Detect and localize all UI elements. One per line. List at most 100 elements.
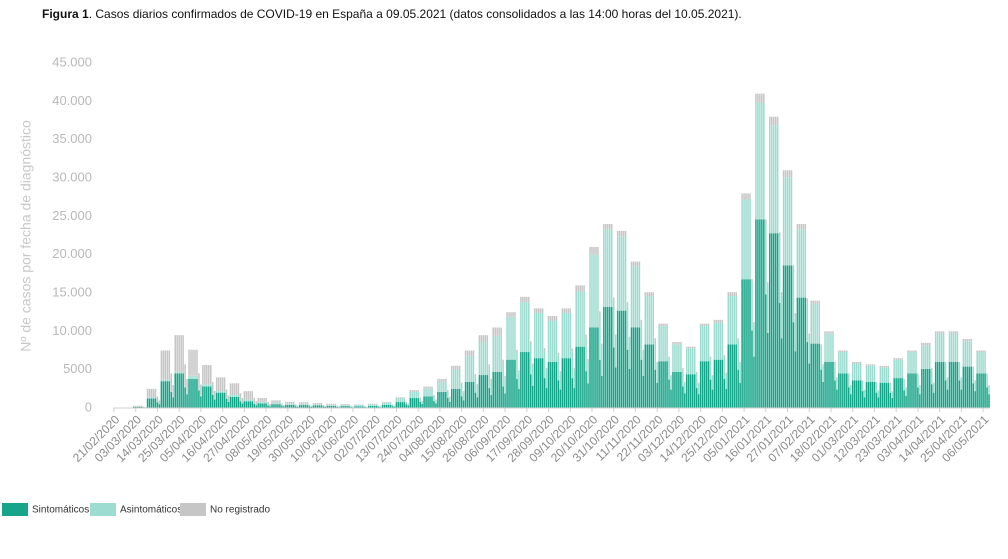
bar-segment	[411, 390, 414, 392]
bar-segment	[964, 366, 967, 408]
bar-segment	[447, 390, 449, 392]
bar-segment	[978, 352, 980, 374]
bar-segment	[498, 371, 500, 408]
bar-segment	[780, 338, 783, 408]
bar-segment	[765, 294, 767, 408]
bar-segment	[946, 389, 949, 408]
bar-segment	[885, 367, 888, 383]
bar-segment	[563, 312, 566, 359]
bar-segment	[419, 398, 421, 403]
bar-segment	[154, 388, 157, 398]
bar-segment	[670, 389, 672, 408]
y-tick-label: 15.000	[52, 284, 92, 299]
bar-segment	[571, 378, 574, 408]
bar-segment	[822, 381, 824, 408]
bar-segment	[188, 349, 190, 376]
bar-segment	[439, 381, 441, 392]
bar-segment	[304, 402, 307, 404]
bar-segment	[646, 344, 649, 408]
bar-segment	[255, 401, 257, 405]
bar-segment	[644, 296, 647, 345]
bar-segment	[526, 352, 528, 408]
bar-segment	[490, 394, 493, 408]
y-tick-label: 40.000	[52, 93, 92, 108]
bar-segment	[968, 366, 971, 408]
bar-segment	[697, 383, 700, 395]
bar-segment	[449, 401, 451, 408]
bar-segment	[535, 358, 538, 408]
bar-segment	[674, 371, 676, 408]
bar-segment	[695, 371, 698, 373]
bar-segment	[492, 327, 495, 336]
bar-segment	[427, 388, 429, 397]
bar-segment	[275, 404, 277, 408]
bar-segment	[202, 365, 204, 385]
bar-segment	[982, 350, 984, 353]
bar-segment	[723, 378, 726, 408]
bar-segment	[881, 367, 884, 383]
bar-segment	[893, 378, 895, 408]
bar-segment	[709, 356, 712, 359]
bar-segment	[208, 384, 210, 387]
bar-segment	[620, 310, 623, 408]
bar-segment	[559, 371, 562, 373]
bar-segment	[529, 341, 532, 345]
bar-segment	[859, 380, 862, 408]
bar-segment	[721, 322, 724, 360]
bar-segment	[350, 406, 352, 407]
bar-segment	[871, 364, 874, 366]
bar-segment	[419, 397, 421, 399]
bar-segment	[923, 368, 925, 408]
bar-segment	[897, 358, 899, 360]
bar-segment	[429, 386, 431, 389]
bar-segment	[875, 382, 878, 393]
bar-segment	[302, 403, 305, 406]
bar-segment	[526, 302, 528, 353]
bar-segment	[632, 266, 635, 328]
y-tick-label: 35.000	[52, 131, 92, 146]
bar-segment	[555, 362, 558, 408]
bar-segment	[603, 306, 605, 408]
bar-segment	[302, 402, 305, 404]
bar-segment	[472, 350, 475, 356]
bar-segment	[496, 335, 498, 372]
bar-segment	[913, 352, 915, 374]
bar-segment	[541, 312, 544, 359]
bar-segment	[458, 365, 461, 370]
bar-segment	[500, 371, 502, 408]
bar-segment	[930, 384, 933, 408]
bar-segment	[638, 327, 641, 408]
bar-segment	[614, 336, 617, 368]
bar-segment	[899, 358, 901, 360]
bar-segment	[905, 395, 907, 408]
bar-segment	[816, 343, 818, 408]
bar-segment	[780, 292, 783, 296]
bar-segment	[354, 404, 356, 406]
bar-segment	[518, 370, 520, 372]
bar-segment	[156, 401, 159, 403]
bar-segment	[950, 331, 953, 334]
bar-segment	[974, 391, 976, 408]
bar-segment	[772, 125, 775, 234]
bar-segment	[632, 261, 635, 267]
bar-segment	[415, 390, 417, 392]
bar-segment	[958, 363, 961, 381]
bar-segment	[889, 383, 892, 393]
bar-segment	[678, 371, 680, 408]
bar-segment	[328, 404, 331, 406]
bar-segment	[454, 388, 457, 408]
bar-segment	[707, 325, 710, 362]
bar-segment	[689, 346, 692, 349]
bar-segment	[654, 369, 656, 408]
bar-segment	[253, 397, 255, 403]
bar-segment	[913, 373, 915, 408]
bar-segment	[188, 378, 190, 408]
bar-segment	[508, 312, 510, 317]
bar-segment	[751, 279, 753, 284]
bar-segment	[472, 355, 475, 382]
bar-segment	[551, 316, 554, 321]
bar-segment	[247, 399, 250, 402]
bar-segment	[970, 366, 973, 408]
bar-segment	[672, 371, 674, 408]
bar-segment	[296, 405, 299, 407]
